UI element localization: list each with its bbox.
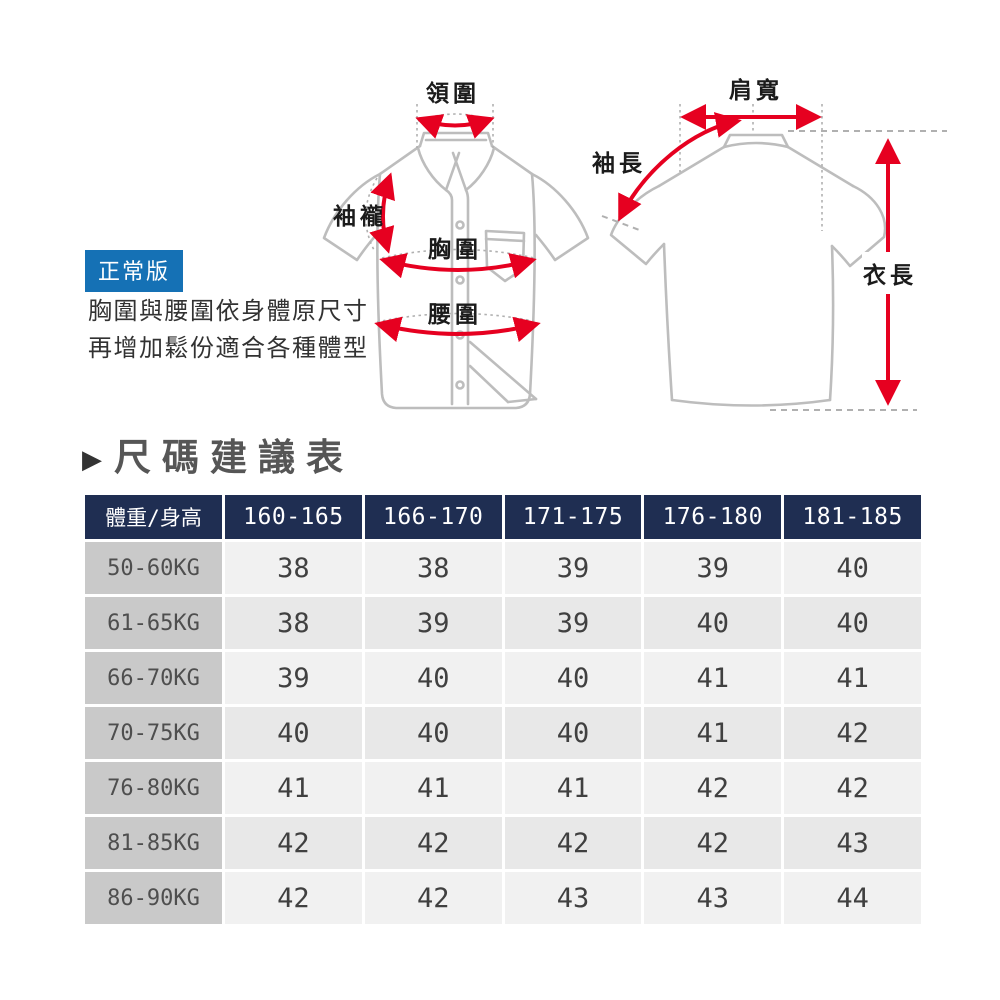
size-cell: 42 [225, 872, 362, 924]
shirt-measurement-diagram [322, 104, 947, 411]
size-cell: 43 [784, 817, 921, 869]
size-cell: 39 [504, 542, 642, 594]
size-cell: 38 [225, 597, 362, 649]
armhole-arrow [369, 172, 395, 254]
header-weight-height: 體重/身高 [85, 495, 222, 539]
table-header-row: 體重/身高 160-165 166-170 171-175 176-180 18… [85, 495, 921, 539]
back-shirt-drawing [609, 133, 887, 407]
chest-label: 胸圍 [428, 236, 482, 262]
size-cell: 41 [644, 707, 782, 759]
size-cell: 42 [364, 872, 502, 924]
size-cell: 40 [784, 597, 921, 649]
table-row: 66-70KG 39 40 40 41 41 [85, 652, 921, 704]
size-cell: 42 [504, 817, 642, 869]
size-cell: 42 [784, 762, 921, 814]
size-cell: 41 [784, 652, 921, 704]
header-160-165: 160-165 [225, 495, 362, 539]
waist-label: 腰圍 [428, 301, 482, 327]
size-cell: 39 [364, 597, 502, 649]
size-cell: 40 [225, 707, 362, 759]
size-table: 體重/身高 160-165 166-170 171-175 176-180 18… [82, 492, 924, 927]
table-row: 61-65KG 38 39 39 40 40 [85, 597, 921, 649]
table-row: 50-60KG 38 38 39 39 40 [85, 542, 921, 594]
section-heading: ▶ 尺碼建議表 [82, 440, 354, 477]
table-row: 76-80KG 41 41 41 42 42 [85, 762, 921, 814]
collar-label: 領圍 [426, 80, 480, 106]
size-cell: 43 [644, 872, 782, 924]
size-cell: 39 [225, 652, 362, 704]
collar-arrow [415, 114, 495, 139]
back-arrows [618, 104, 901, 406]
size-cell: 40 [504, 707, 642, 759]
fit-description-line2: 再增加鬆份適合各種體型 [88, 336, 369, 362]
chest-arrow [379, 253, 537, 279]
row-label-cell: 61-65KG [85, 597, 222, 649]
size-cell: 44 [784, 872, 921, 924]
header-171-175: 171-175 [504, 495, 642, 539]
row-label-cell: 66-70KG [85, 652, 222, 704]
fit-description-line1: 胸圍與腰圍依身體原尺寸 [88, 299, 369, 325]
body-length-label: 衣長 [862, 252, 918, 294]
armhole-label: 袖襱 [333, 203, 387, 229]
shoulder-width-label: 肩寬 [729, 77, 783, 103]
table-row: 70-75KG 40 40 40 41 42 [85, 707, 921, 759]
header-166-170: 166-170 [364, 495, 502, 539]
size-cell: 42 [644, 762, 782, 814]
front-shirt-drawing [322, 131, 590, 410]
fit-badge: 正常版 [85, 250, 184, 292]
waist-arrow [374, 316, 541, 343]
sleeve-length-label: 袖長 [592, 150, 646, 176]
triangle-marker-icon: ▶ [82, 443, 102, 474]
size-cell: 40 [364, 652, 502, 704]
size-cell: 42 [364, 817, 502, 869]
front-arrows [369, 114, 541, 343]
size-cell: 42 [225, 817, 362, 869]
sleeve-length-arrow [618, 112, 742, 222]
row-label-cell: 70-75KG [85, 707, 222, 759]
size-cell: 41 [504, 762, 642, 814]
size-cell: 40 [364, 707, 502, 759]
row-label-cell: 76-80KG [85, 762, 222, 814]
table-row: 86-90KG 42 42 43 43 44 [85, 872, 921, 924]
size-cell: 40 [784, 542, 921, 594]
header-176-180: 176-180 [644, 495, 782, 539]
size-cell: 41 [364, 762, 502, 814]
size-cell: 43 [504, 872, 642, 924]
row-label-cell: 86-90KG [85, 872, 222, 924]
size-cell: 40 [644, 597, 782, 649]
size-cell: 38 [364, 542, 502, 594]
row-label-cell: 50-60KG [85, 542, 222, 594]
row-label-cell: 81-85KG [85, 817, 222, 869]
size-cell: 39 [644, 542, 782, 594]
header-181-185: 181-185 [784, 495, 921, 539]
size-cell: 41 [644, 652, 782, 704]
table-row: 81-85KG 42 42 42 42 43 [85, 817, 921, 869]
size-cell: 39 [504, 597, 642, 649]
section-title: 尺碼建議表 [114, 438, 354, 479]
size-cell: 41 [225, 762, 362, 814]
size-cell: 42 [784, 707, 921, 759]
size-cell: 42 [644, 817, 782, 869]
size-cell: 40 [504, 652, 642, 704]
size-cell: 38 [225, 542, 362, 594]
